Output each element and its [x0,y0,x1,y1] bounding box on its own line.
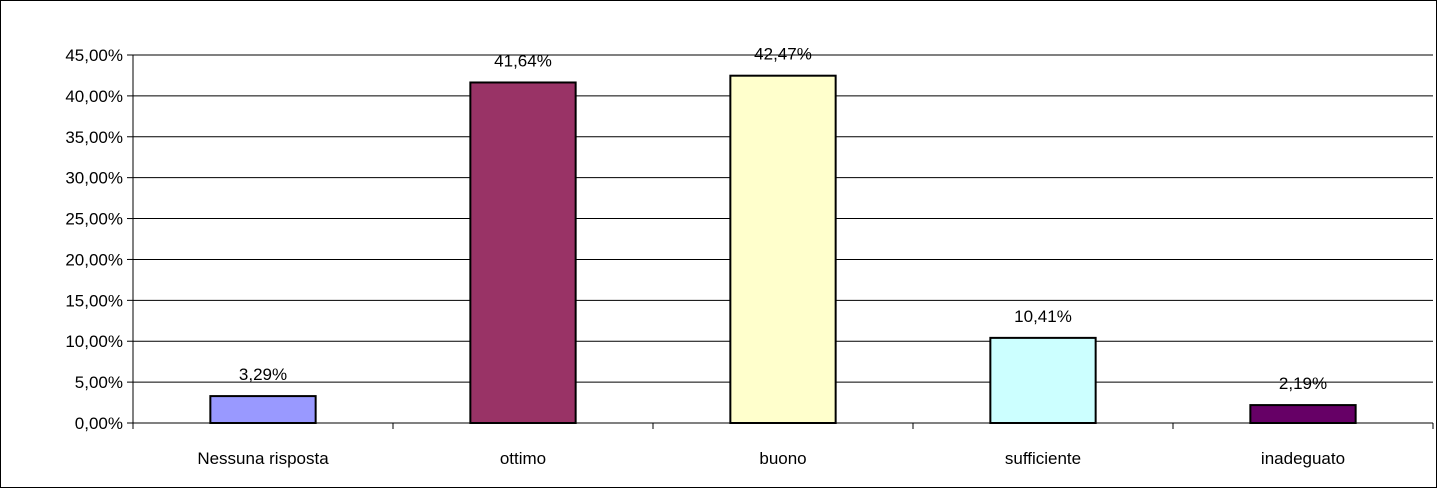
y-tick-label: 30,00% [65,169,123,188]
bars [209,74,1357,425]
data-label: 10,41% [1014,307,1072,326]
y-tick-label: 25,00% [65,210,123,229]
y-tick-label: 40,00% [65,87,123,106]
bar [729,74,837,424]
x-category-label: Nessuna risposta [197,449,329,468]
data-label: 42,47% [754,45,812,64]
y-tick-label: 20,00% [65,250,123,269]
x-category-label: ottimo [500,449,546,468]
data-label: 3,29% [239,365,287,384]
bar [989,336,1097,424]
x-category-label: sufficiente [1005,449,1081,468]
bar [469,81,577,425]
bar [1249,404,1357,425]
labels: 0,00% 5,00% 10,00% 15,00% 20,00% 25,00% 30,00%… [65,45,1345,468]
y-tick-label: 10,00% [65,332,123,351]
y-tick-label: 35,00% [65,128,123,147]
x-category-label: inadeguato [1261,449,1345,468]
y-tick-label: 0,00% [75,414,123,433]
y-tick-label: 15,00% [65,291,123,310]
data-label: 41,64% [494,51,552,70]
y-tick-label: 45,00% [65,46,123,65]
data-label: 2,19% [1279,374,1327,393]
y-tick-label: 5,00% [75,373,123,392]
x-category-label: buono [759,449,806,468]
bar [209,395,317,425]
